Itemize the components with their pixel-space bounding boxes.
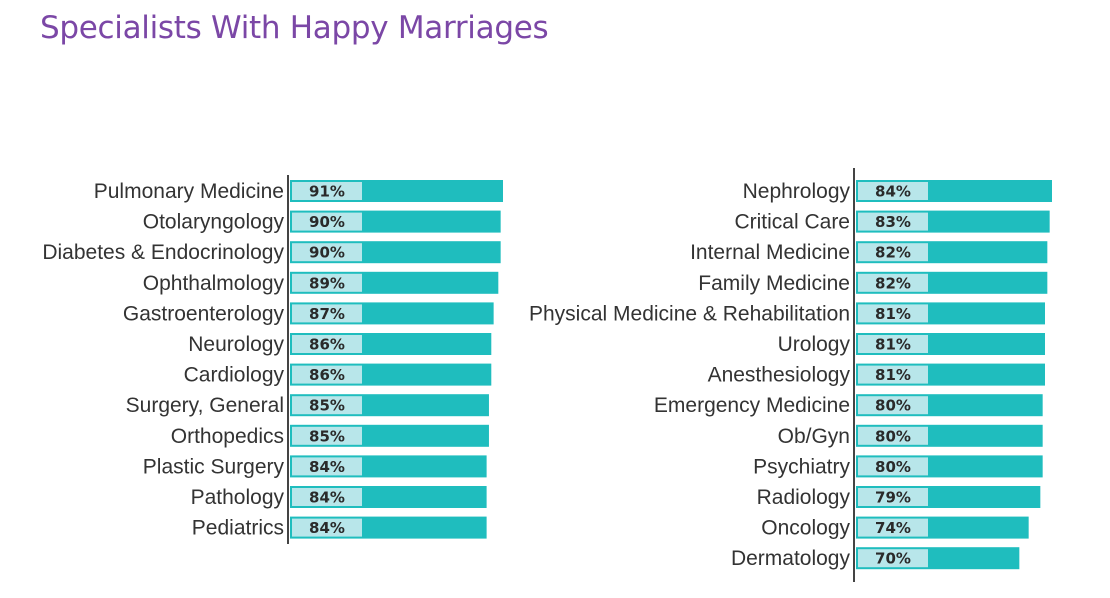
right-chart-category-label: Dermatology [731,547,851,570]
right-chart-category-label: Emergency Medicine [654,394,850,417]
right-chart-category-label: Radiology [757,486,851,509]
left-chart-value-box [292,365,362,384]
right-chart-value-box [858,304,928,323]
right-chart-value-box [858,457,928,476]
left-chart-value-box [292,518,362,537]
left-chart-value-label: 90% [309,244,345,262]
right-chart-category-label: Physical Medicine & Rehabilitation [529,302,850,325]
left-chart-category-label: Neurology [188,333,284,356]
left-chart-value-label: 89% [309,274,345,292]
right-chart-value-box [858,335,928,353]
right-chart-value-box [858,518,928,537]
left-chart-value-label: 85% [309,427,345,445]
right-chart-value-label: 84% [875,183,911,201]
left-chart-category-label: Surgery, General [126,394,284,417]
left-chart-value-label: 87% [309,305,345,323]
left-chart-value-label: 91% [309,183,345,201]
right-chart-value-label: 80% [875,458,911,476]
right-chart-category-label: Family Medicine [698,272,850,295]
left-chart-category-label: Pediatrics [192,517,284,540]
right-chart-value-label: 81% [875,305,911,323]
left-chart-value-box [292,212,362,231]
right-chart-category-label: Urology [778,333,851,356]
right-chart-value-label: 81% [875,366,911,384]
right-chart-value-label: 74% [875,519,911,537]
right-chart-value-label: 80% [875,427,911,445]
right-chart-category-label: Psychiatry [753,455,850,478]
right-chart-value-box [858,426,928,445]
right-chart-category-label: Nephrology [743,180,851,203]
right-chart-value-label: 83% [875,213,911,231]
left-chart-category-label: Ophthalmology [143,272,285,295]
left-chart-value-label: 84% [309,489,345,507]
right-chart-value-box [858,182,928,200]
right-chart-value-label: 79% [875,489,911,507]
left-chart-category-label: Cardiology [184,364,285,387]
left-chart-value-box [292,304,362,323]
left-chart-category-label: Otolaryngology [143,211,285,234]
right-chart-value-label: 80% [875,397,911,415]
left-chart-category-label: Pathology [191,486,285,509]
left-chart-value-label: 86% [309,366,345,384]
left-chart-value-label: 84% [309,458,345,476]
right-chart-category-label: Internal Medicine [690,241,850,264]
right-chart-category-label: Critical Care [734,211,850,234]
left-chart-value-label: 84% [309,519,345,537]
right-chart-value-box [858,549,928,568]
left-chart-value-box [292,335,362,353]
left-chart-category-label: Pulmonary Medicine [94,180,284,203]
left-chart-category-label: Orthopedics [171,425,284,448]
right-chart-value-label: 82% [875,244,911,262]
right-chart-value-label: 82% [875,274,911,292]
left-chart-category-label: Gastroenterology [123,302,285,325]
right-chart-category-label: Anesthesiology [708,364,851,387]
left-chart-value-label: 86% [309,336,345,354]
left-chart-category-label: Diabetes & Endocrinology [42,241,284,264]
right-chart-value-box [858,396,928,415]
right-chart-value-box [858,243,928,262]
right-chart-category-label: Oncology [761,517,850,540]
right-chart-value-box [858,488,928,506]
left-chart-category-label: Plastic Surgery [143,455,285,478]
right-chart-value-box [858,273,928,292]
right-chart-value-box [858,365,928,384]
left-chart-value-label: 90% [309,213,345,231]
left-chart-value-box [292,396,362,415]
right-chart-value-label: 70% [875,550,911,568]
left-chart-value-box [292,273,362,292]
left-chart-value-box [292,488,362,506]
left-chart-value-box [292,426,362,445]
left-chart-value-box [292,182,362,200]
right-chart-value-label: 81% [875,336,911,354]
left-chart-value-box [292,457,362,476]
left-chart-value-label: 85% [309,397,345,415]
right-chart-value-box [858,212,928,231]
right-chart-category-label: Ob/Gyn [778,425,850,448]
left-chart-value-box [292,243,362,262]
chart-title: Specialists With Happy Marriages [40,10,549,46]
